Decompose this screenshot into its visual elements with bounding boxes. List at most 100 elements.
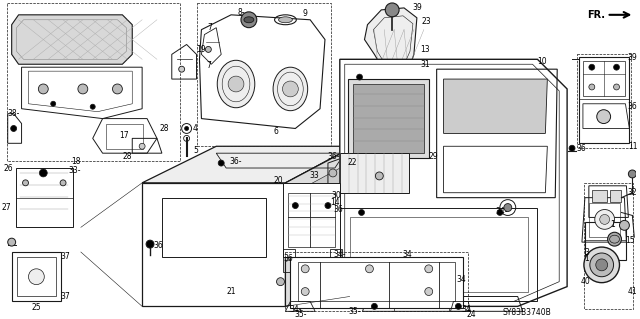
Text: FR.: FR. (587, 10, 605, 20)
Text: 15: 15 (625, 236, 635, 245)
Polygon shape (340, 153, 409, 193)
Circle shape (241, 12, 257, 28)
Polygon shape (353, 84, 424, 153)
Polygon shape (285, 146, 355, 306)
Polygon shape (365, 8, 417, 89)
Circle shape (179, 66, 184, 72)
Circle shape (8, 238, 15, 246)
Text: 35-: 35- (348, 307, 361, 316)
Text: 39: 39 (412, 4, 422, 12)
Circle shape (218, 160, 224, 166)
Circle shape (371, 303, 378, 309)
Circle shape (184, 127, 189, 130)
Text: 10: 10 (538, 57, 547, 66)
Text: 14: 14 (330, 198, 340, 207)
Text: 4: 4 (193, 124, 198, 133)
Text: 34-: 34- (495, 207, 508, 216)
Circle shape (589, 64, 595, 70)
Polygon shape (12, 15, 132, 64)
Text: 33-: 33- (68, 167, 81, 175)
Circle shape (292, 203, 298, 209)
Ellipse shape (278, 17, 292, 23)
Circle shape (569, 145, 575, 151)
Text: 28: 28 (123, 152, 132, 161)
Text: 17: 17 (120, 131, 129, 140)
Text: 13: 13 (420, 45, 429, 54)
Circle shape (205, 47, 211, 52)
Circle shape (78, 84, 88, 94)
Text: 31: 31 (420, 60, 429, 69)
Bar (285, 252, 468, 311)
Polygon shape (291, 257, 463, 308)
Circle shape (607, 232, 621, 246)
Bar (7, 3, 180, 161)
Text: 38-: 38- (8, 109, 20, 118)
Text: 33: 33 (309, 171, 319, 181)
Text: SY83B3740B: SY83B3740B (503, 308, 552, 317)
Text: 36: 36 (627, 102, 637, 111)
Circle shape (301, 288, 309, 295)
Text: 1: 1 (584, 255, 589, 263)
Text: 36-: 36- (328, 152, 340, 161)
Text: 40: 40 (581, 277, 591, 286)
Circle shape (425, 288, 433, 295)
Text: 19: 19 (196, 45, 206, 54)
Circle shape (595, 210, 614, 229)
Circle shape (139, 143, 145, 149)
Text: 7: 7 (206, 61, 211, 70)
Circle shape (385, 3, 399, 17)
Circle shape (38, 84, 48, 94)
Circle shape (356, 74, 362, 80)
Polygon shape (12, 252, 61, 301)
Circle shape (614, 84, 620, 90)
Ellipse shape (244, 17, 254, 23)
Circle shape (301, 265, 309, 273)
Bar (592, 190, 607, 202)
Text: 37: 37 (60, 292, 70, 301)
Text: 34: 34 (456, 275, 466, 284)
Circle shape (11, 125, 17, 131)
Circle shape (497, 210, 503, 215)
Text: 22: 22 (348, 158, 357, 167)
Bar (585, 222, 627, 260)
Polygon shape (340, 59, 567, 306)
Text: 36: 36 (576, 144, 586, 153)
Text: 1: 1 (610, 220, 615, 229)
Circle shape (628, 170, 636, 178)
Text: 35-: 35- (294, 310, 307, 319)
Text: 23: 23 (422, 17, 431, 26)
Ellipse shape (273, 67, 308, 111)
Circle shape (620, 220, 629, 230)
Circle shape (282, 81, 298, 97)
Polygon shape (22, 67, 142, 119)
Polygon shape (582, 198, 627, 242)
Circle shape (60, 180, 66, 186)
Text: 41: 41 (628, 287, 637, 296)
Text: 8-: 8- (237, 8, 244, 17)
Polygon shape (444, 79, 547, 133)
Bar (198, 3, 331, 146)
Circle shape (276, 278, 284, 286)
Text: 28: 28 (159, 124, 168, 133)
Circle shape (228, 76, 244, 92)
Text: 36: 36 (333, 205, 342, 214)
Circle shape (504, 204, 512, 211)
Circle shape (358, 210, 365, 215)
Ellipse shape (217, 60, 255, 108)
Polygon shape (348, 79, 429, 158)
Text: 37: 37 (60, 252, 70, 262)
Circle shape (39, 169, 47, 177)
Polygon shape (285, 160, 355, 262)
Polygon shape (142, 146, 355, 183)
Circle shape (596, 259, 607, 271)
Circle shape (425, 265, 433, 273)
Circle shape (590, 253, 614, 277)
Text: 26: 26 (4, 164, 13, 173)
Circle shape (596, 110, 611, 123)
Text: 39: 39 (627, 53, 637, 62)
Circle shape (456, 303, 461, 309)
Text: 5: 5 (193, 146, 198, 155)
Text: 36: 36 (153, 241, 163, 249)
Text: 20: 20 (274, 176, 284, 185)
Circle shape (589, 84, 595, 90)
